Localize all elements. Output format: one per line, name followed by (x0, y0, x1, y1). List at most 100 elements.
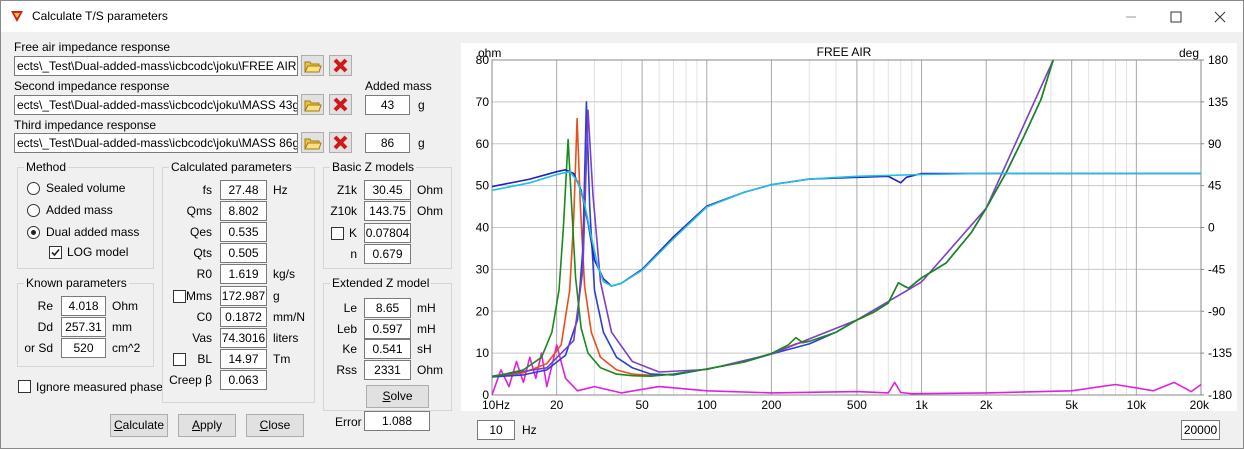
field-label: fs (202, 183, 212, 197)
field-label: Vas (192, 330, 212, 345)
action-button[interactable]: Calculate (110, 414, 168, 437)
file-label: Free air impedance response (14, 40, 171, 54)
action-button[interactable]: Close (246, 414, 304, 437)
field-label: R0 (196, 267, 212, 282)
field-value[interactable]: 8.65 (364, 298, 411, 318)
y-tick-label: 80 (476, 53, 490, 67)
x-tick-label: 100 (697, 398, 717, 411)
field-label: Creep β (169, 372, 212, 387)
field-unit: mm/N (273, 309, 305, 324)
error-value[interactable]: 1.088 (364, 411, 430, 431)
field-value[interactable]: 4.018 (61, 296, 106, 316)
y-tick-label: 20 (476, 304, 490, 318)
x-tick-label: 50 (635, 398, 649, 411)
field-unit: cm^2 (112, 341, 141, 355)
group-box: Method (17, 160, 154, 269)
group-box: Extended Z model (323, 276, 452, 411)
field-value[interactable]: 1.619 (220, 264, 267, 285)
field-label: Re (37, 299, 53, 313)
field-value[interactable]: 257.31 (61, 317, 106, 337)
field-value[interactable]: 0.505 (220, 243, 267, 264)
xmin-input[interactable]: 10 (477, 420, 515, 440)
chart: 0 10 20 30 40 50 60 70 80 -180 -135 -90 -45 0 45 90 135 1… (461, 43, 1237, 411)
file-path[interactable]: ects\_Test\Dual-added-mass\icbcodc\joku\… (14, 95, 298, 115)
field-value[interactable]: 0.535 (220, 222, 267, 243)
checkbox[interactable] (173, 289, 186, 303)
x-tick-label: 20 (550, 398, 564, 411)
window-controls[interactable] (1111, 1, 1243, 32)
field-value[interactable]: 0.07804 (364, 222, 411, 243)
radio-label: Added mass (46, 203, 113, 217)
field-label: Ke (342, 342, 357, 357)
series-line (492, 60, 1054, 378)
field-label: Z1k (336, 183, 357, 197)
series-line (492, 169, 1201, 287)
field-label: Z10k (330, 204, 357, 219)
field-unit: Ohm (417, 204, 444, 219)
field-value[interactable]: 143.75 (364, 201, 411, 222)
file-label: Second impedance response (14, 79, 170, 93)
file-path[interactable]: ects\_Test\Dual-added-mass\icbcodc\joku\… (14, 56, 298, 76)
group-box: Calculated parameters (162, 160, 315, 403)
field-value[interactable]: 0.1872 (220, 306, 267, 327)
field-value[interactable]: 0.679 (364, 243, 411, 264)
radio[interactable] (27, 204, 40, 217)
delete-file-button[interactable] (329, 55, 352, 76)
series-line (492, 60, 1054, 377)
field-value[interactable]: 2331 (364, 360, 411, 381)
series-line (492, 60, 1054, 378)
field-value[interactable]: 520 (61, 338, 106, 358)
mass-input[interactable]: 43 (365, 95, 410, 115)
field-label: Rss (336, 363, 357, 378)
y-tick-label: 60 (476, 137, 490, 151)
field-value[interactable]: 0.063 (220, 369, 267, 390)
y2-axis-label: deg (1179, 46, 1199, 60)
field-value[interactable]: 0.597 (364, 318, 411, 339)
open-file-button[interactable] (301, 94, 324, 115)
field-value[interactable]: 27.48 (220, 180, 267, 200)
checkbox-label: LOG model (67, 245, 129, 259)
y-tick-label: 40 (476, 221, 490, 235)
group-title: Basic Z models (330, 160, 417, 174)
field-value[interactable]: 172.987 (220, 285, 267, 306)
field-label: C0 (196, 309, 212, 324)
series-line (492, 344, 1201, 395)
checkbox[interactable] (18, 380, 31, 393)
solve-button[interactable]: Solve (366, 385, 429, 408)
title-bar: Calculate T/S parameters (1, 1, 1243, 32)
y-axis-label: ohm (478, 46, 501, 60)
field-unit: Hz (273, 183, 288, 197)
x-tick-label: 10k (1127, 398, 1147, 411)
delete-file-button[interactable] (329, 94, 352, 115)
y-tick-label: 50 (476, 179, 490, 193)
open-file-button[interactable] (301, 132, 324, 153)
field-unit: g (273, 288, 280, 303)
field-value[interactable]: 30.45 (364, 180, 411, 200)
x-tick-label: 500 (847, 398, 867, 411)
delete-file-button[interactable] (329, 132, 352, 153)
file-path[interactable]: ects\_Test\Dual-added-mass\icbcodc\joku\… (14, 133, 298, 153)
field-value[interactable]: 0.541 (364, 339, 411, 360)
field-value[interactable]: 8.802 (220, 201, 267, 222)
field-label: n (350, 246, 357, 261)
checkbox[interactable] (49, 246, 62, 259)
field-value[interactable]: 14.97 (220, 348, 267, 369)
added-mass-label: Added mass (365, 79, 432, 93)
checkbox[interactable] (331, 226, 344, 240)
x-tick-label: 2k (980, 398, 994, 411)
xmax-input[interactable]: 20000 (1181, 420, 1220, 440)
open-file-button[interactable] (301, 55, 324, 76)
form: Free air impedance response ects\_Test\Du… (1, 1, 461, 448)
field-unit: Ohm (112, 299, 139, 313)
checkbox[interactable] (173, 352, 186, 366)
field-label: Qes (189, 225, 212, 240)
y2-tick-label: 45 (1208, 179, 1222, 193)
action-button[interactable]: Apply (178, 414, 236, 437)
field-label: Dd (37, 320, 53, 334)
radio[interactable] (27, 182, 40, 195)
mass-input[interactable]: 86 (365, 133, 410, 153)
field-value[interactable]: 74.3016 (220, 327, 267, 348)
group-title: Known parameters (24, 276, 129, 290)
radio[interactable] (27, 226, 40, 239)
